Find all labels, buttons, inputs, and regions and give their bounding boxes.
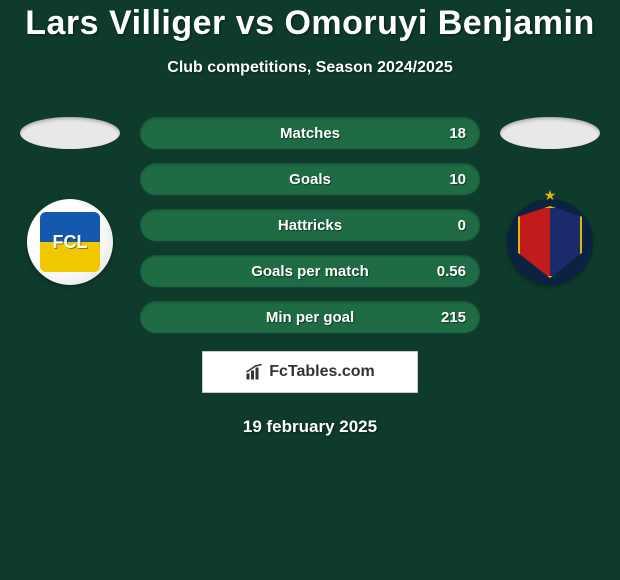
stat-bar: Hattricks 0 bbox=[140, 209, 480, 241]
chart-icon bbox=[245, 363, 263, 381]
left-club-badge: FCL bbox=[27, 199, 113, 285]
right-club-badge: ★ bbox=[507, 199, 593, 285]
stat-value: 215 bbox=[441, 309, 466, 326]
right-side: ★ bbox=[500, 117, 600, 285]
stat-label: Hattricks bbox=[278, 217, 342, 234]
stat-value: 18 bbox=[449, 125, 466, 142]
stat-bar: Goals per match 0.56 bbox=[140, 255, 480, 287]
stat-bar: Goals 10 bbox=[140, 163, 480, 195]
star-icon: ★ bbox=[544, 187, 557, 204]
stat-bar: Matches 18 bbox=[140, 117, 480, 149]
stat-value: 0.56 bbox=[437, 263, 466, 280]
fcl-shield-icon: FCL bbox=[40, 212, 100, 272]
page-title: Lars Villiger vs Omoruyi Benjamin bbox=[0, 4, 620, 43]
left-side: FCL bbox=[20, 117, 120, 285]
subtitle: Club competitions, Season 2024/2025 bbox=[0, 59, 620, 77]
stat-label: Goals per match bbox=[251, 263, 369, 280]
brand-label: FcTables.com bbox=[269, 363, 375, 381]
fcl-badge-text: FCL bbox=[53, 232, 88, 253]
stat-value: 0 bbox=[458, 217, 466, 234]
stat-bar: Min per goal 215 bbox=[140, 301, 480, 333]
left-player-avatar-slot bbox=[20, 117, 120, 149]
brand-link[interactable]: FcTables.com bbox=[202, 351, 418, 393]
date-text: 19 february 2025 bbox=[0, 417, 620, 437]
stat-value: 10 bbox=[449, 171, 466, 188]
stats-column: Matches 18 Goals 10 Hattricks 0 Goals pe… bbox=[140, 117, 480, 333]
stat-label: Matches bbox=[280, 125, 340, 142]
stat-label: Min per goal bbox=[266, 309, 354, 326]
stat-label: Goals bbox=[289, 171, 331, 188]
right-player-avatar-slot bbox=[500, 117, 600, 149]
page-container: Lars Villiger vs Omoruyi Benjamin Club c… bbox=[0, 0, 620, 437]
main-row: FCL Matches 18 Goals 10 Hattricks 0 Goal… bbox=[0, 117, 620, 333]
fcb-shield-icon bbox=[518, 206, 582, 278]
